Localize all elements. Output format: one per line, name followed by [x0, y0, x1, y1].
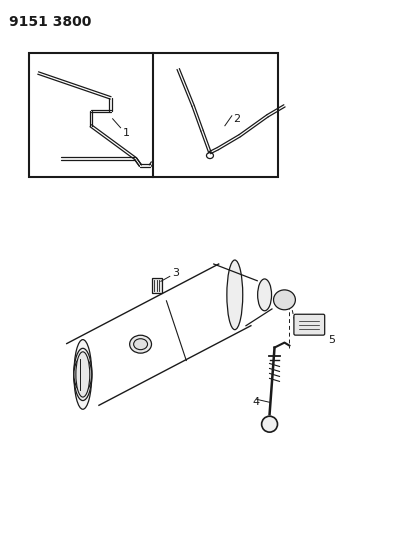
Ellipse shape [262, 416, 277, 432]
Ellipse shape [74, 357, 92, 392]
Ellipse shape [76, 352, 90, 397]
Ellipse shape [274, 290, 296, 310]
Text: 1: 1 [122, 128, 129, 138]
Text: 3: 3 [172, 268, 179, 278]
Ellipse shape [74, 349, 92, 400]
Bar [29, 53, 277, 177]
Text: 2: 2 [233, 114, 240, 124]
FancyBboxPatch shape [294, 314, 325, 335]
Text: 4: 4 [253, 397, 260, 407]
Ellipse shape [258, 279, 272, 311]
Ellipse shape [74, 340, 92, 409]
Ellipse shape [134, 339, 148, 350]
Text: 5: 5 [328, 335, 335, 345]
Ellipse shape [129, 335, 152, 353]
Text: 9151 3800: 9151 3800 [9, 15, 92, 29]
Bar [152, 278, 162, 293]
Ellipse shape [227, 260, 243, 330]
